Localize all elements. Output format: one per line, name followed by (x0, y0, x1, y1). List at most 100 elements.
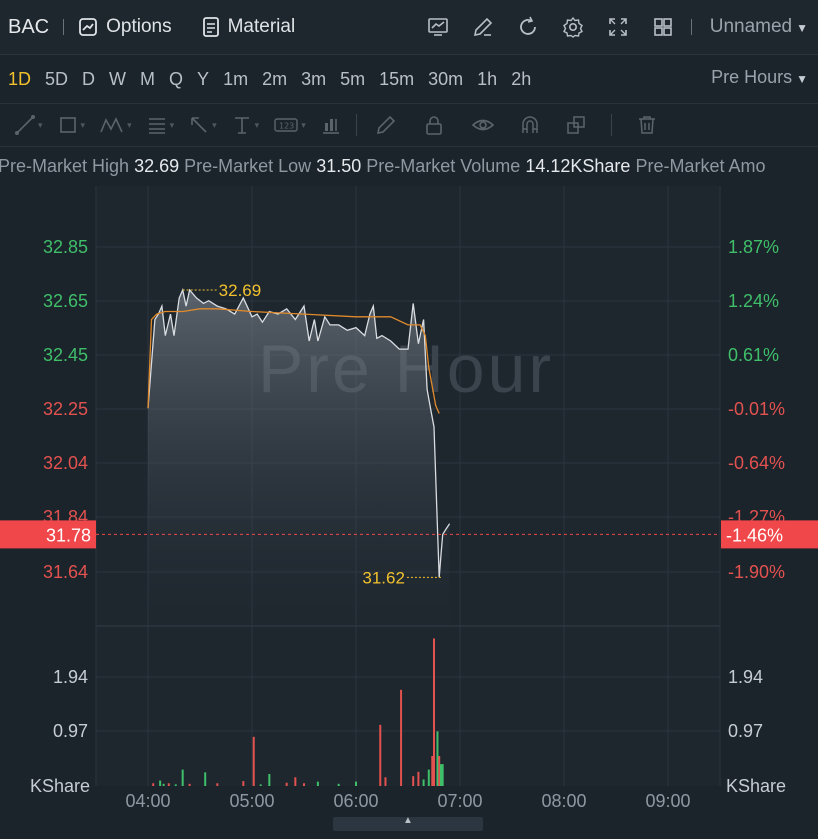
timeframe-y[interactable]: Y (197, 68, 210, 89)
indicator-tool-icon[interactable] (320, 114, 342, 136)
price-axis-label: 32.25 (43, 399, 88, 419)
panel-resize-handle[interactable]: ▲ (333, 815, 483, 831)
trend-line-icon[interactable]: ▾ (14, 114, 43, 136)
timeframe-30m[interactable]: 30m (428, 68, 464, 89)
material-label: Material (227, 16, 296, 37)
volume-axis-label: 0.97 (728, 721, 763, 741)
volume-bar (439, 764, 442, 786)
timeframe-1h[interactable]: 1h (477, 68, 498, 89)
toolbar-divider (690, 19, 692, 35)
layers-icon[interactable] (565, 114, 587, 136)
volume-unit-label: KShare (726, 776, 786, 796)
volume-bar (427, 769, 430, 786)
timeframe-5m[interactable]: 5m (340, 68, 366, 89)
price-area (148, 290, 450, 626)
volume-bar (167, 783, 170, 786)
volume-bar (422, 779, 425, 786)
volume-bar (259, 784, 262, 786)
timeframe-5d[interactable]: 5D (45, 68, 69, 89)
volume-bar (412, 776, 415, 786)
volume-bar (441, 764, 444, 786)
settings-icon[interactable] (561, 15, 585, 39)
chevron-down-icon: ▼ (796, 72, 808, 86)
drawing-toolbar: ▾ ▾ ▾ ▾ ▾ ▾ 123 ▾ (0, 104, 818, 147)
time-axis-label: 05:00 (229, 791, 274, 811)
volume-bar (384, 777, 387, 786)
time-axis-label: 08:00 (541, 791, 586, 811)
chevron-up-icon: ▲ (403, 815, 413, 826)
material-button[interactable]: Material (202, 16, 296, 38)
percent-axis-label: -0.01% (728, 399, 785, 419)
text-icon[interactable]: ▾ (231, 114, 259, 136)
current-price-badge (0, 520, 96, 549)
pencil-icon[interactable] (375, 114, 397, 136)
timeframe-1m[interactable]: 1m (223, 68, 249, 89)
volume-bar (303, 783, 305, 786)
fib-icon[interactable]: ▾ (146, 114, 174, 136)
volume-bar (355, 781, 357, 786)
average-price-line (147, 308, 440, 414)
volume-bar (268, 773, 271, 786)
volume-axis-label: 1.94 (728, 667, 763, 687)
timeframe-d[interactable]: D (82, 68, 96, 89)
volume-bar (242, 781, 245, 786)
timeframe-3m[interactable]: 3m (301, 68, 327, 89)
volume-bar (181, 769, 184, 786)
options-icon (79, 18, 98, 36)
volume-bar (162, 783, 165, 786)
options-button[interactable]: Options (78, 16, 172, 38)
refresh-icon[interactable] (516, 15, 540, 39)
price-label-icon[interactable]: 123 ▾ (273, 114, 306, 136)
timeframe-1d[interactable]: 1D (8, 68, 32, 89)
symbol-label[interactable]: BAC (8, 15, 50, 38)
rectangle-icon[interactable]: ▾ (57, 114, 85, 136)
timeframe-2m[interactable]: 2m (262, 68, 288, 89)
toolbar-divider (63, 19, 65, 35)
pattern-icon[interactable]: ▾ (99, 114, 132, 136)
pre-market-stats: Pre-Market High 32.69 Pre-Market Low 31.… (0, 156, 765, 177)
current-percent-badge (721, 520, 818, 549)
timeframe-w[interactable]: W (109, 68, 127, 89)
price-axis-label: 32.65 (43, 291, 88, 311)
layout-name: Unnamed (709, 16, 793, 37)
volume-bar (433, 638, 435, 786)
svg-text:123: 123 (279, 122, 294, 131)
indicator-icon[interactable] (426, 15, 450, 39)
volume-bar (174, 784, 177, 786)
lock-icon[interactable] (423, 114, 445, 136)
timeframe-2h[interactable]: 2h (511, 68, 532, 89)
volume-unit-label: KShare (30, 776, 90, 796)
timeframe-15m[interactable]: 15m (379, 68, 415, 89)
price-chart[interactable]: Pre Hour32.6931.6232.8532.6532.4532.2532… (0, 186, 818, 816)
magnet-icon[interactable] (519, 114, 541, 136)
volume-label: Pre-Market Volume (366, 156, 521, 176)
eye-icon[interactable] (471, 114, 495, 136)
volume-bar (379, 724, 382, 786)
session-selector[interactable]: Pre Hours ▼ (711, 67, 808, 88)
low-value: 31.50 (316, 156, 362, 176)
volume-bar (216, 783, 219, 786)
volume-bar (294, 777, 297, 786)
toolbar-divider (610, 114, 612, 136)
volume-bar (285, 782, 288, 786)
low-marker-label: 31.62 (362, 568, 405, 587)
top-toolbar: BAC Options Material Unnamed ▼ (0, 0, 818, 55)
layout-selector[interactable]: Unnamed ▼ (710, 16, 808, 38)
time-axis-label: 04:00 (125, 791, 170, 811)
percent-axis-label: -1.90% (728, 562, 785, 582)
arrow-icon[interactable]: ▾ (188, 114, 217, 136)
edit-icon[interactable] (471, 15, 495, 39)
timeframe-m[interactable]: M (140, 68, 156, 89)
toolbar-right: Unnamed ▼ (405, 0, 808, 54)
percent-axis-label: 1.24% (728, 291, 779, 311)
fullscreen-icon[interactable] (606, 15, 630, 39)
amount-label: Pre-Market Amo (635, 156, 766, 176)
grid-layout-icon[interactable] (651, 15, 675, 39)
trash-icon[interactable] (636, 114, 658, 136)
time-axis-label: 09:00 (645, 791, 690, 811)
session-label: Pre Hours (711, 67, 793, 87)
volume-bar (152, 783, 155, 786)
timeframe-q[interactable]: Q (169, 68, 184, 89)
time-axis-label: 06:00 (333, 791, 378, 811)
volume-value: 14.12KShare (525, 156, 631, 176)
